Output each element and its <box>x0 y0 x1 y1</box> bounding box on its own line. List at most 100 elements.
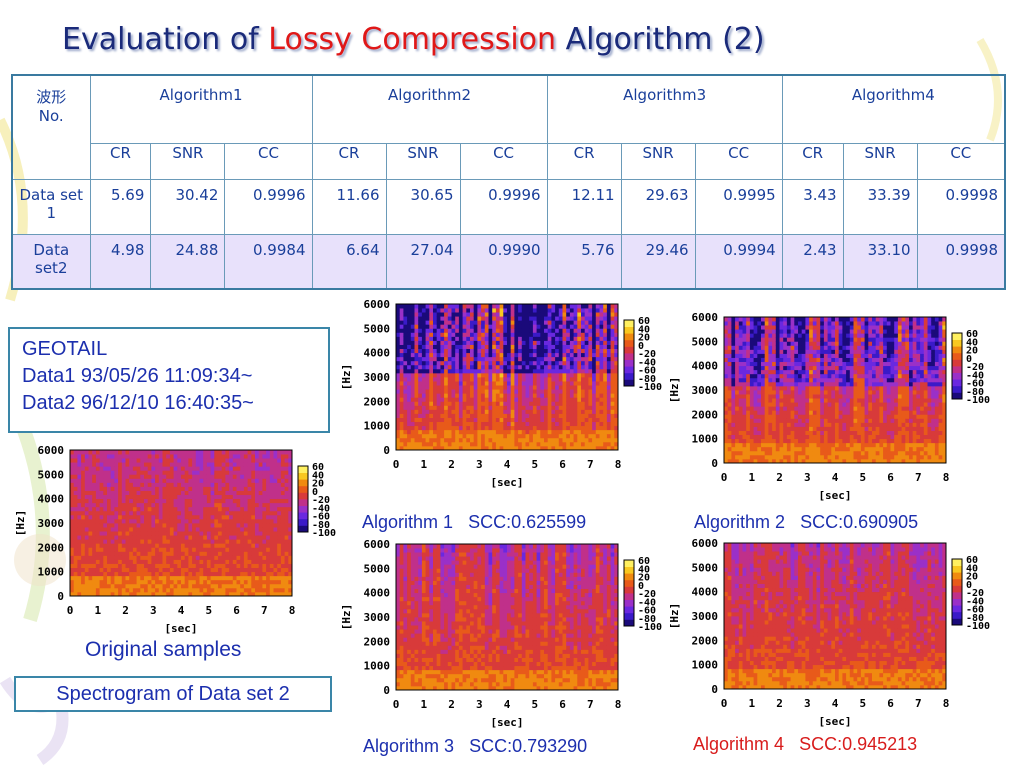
info-line: Data2 96/12/10 16:40:35~ <box>22 392 254 414</box>
spectrogram-algorithm2: 0 1000 2000 3000 4000 5000 6000 0 1 2 3 4 5 6 7 8 [Hz] [s… <box>668 309 1008 504</box>
spectrogram-svg: 0 1000 2000 3000 4000 5000 6000 0 1 2 3 4 5 6 7 8 [Hz] [s… <box>340 298 662 489</box>
x-tick-label: 4 <box>504 698 511 711</box>
colorbar-tick-label: -60 <box>312 512 330 523</box>
colorbar-tick-label: 40 <box>638 324 650 335</box>
x-tick-label: 4 <box>832 697 839 710</box>
x-tick-label: 5 <box>531 458 538 471</box>
algorithm3-label: Algorithm 3 <box>363 736 455 756</box>
x-tick-label: 1 <box>748 697 755 710</box>
colorbar-tick-label: 0 <box>966 580 972 591</box>
x-tick-label: 4 <box>504 458 511 471</box>
metric-header: CR <box>89 142 152 180</box>
table-cell: 30.65 <box>385 178 461 235</box>
algorithm2-caption: Algorithm 2 SCC:0.690905 <box>694 512 918 533</box>
title-prefix: Evaluation of <box>62 22 259 57</box>
y-tick-label: 2000 <box>364 635 391 648</box>
x-tick-label: 4 <box>832 471 839 484</box>
page-title: Evaluation of Lossy Compression Algorith… <box>62 22 765 57</box>
x-tick-label: 0 <box>721 697 728 710</box>
x-tick-label: 5 <box>531 698 538 711</box>
title-suffix: Algorithm (2) <box>565 22 765 57</box>
colorbar-tick-label: -100 <box>638 382 662 393</box>
colorbar-tick-label: -100 <box>966 621 990 632</box>
y-tick-label: 5000 <box>38 468 65 481</box>
table-cell: 0.9998 <box>916 233 1006 290</box>
x-tick-label: 0 <box>393 698 400 711</box>
colorbar-tick-label: -20 <box>966 362 984 373</box>
y-axis-label: [Hz] <box>14 510 27 537</box>
algorithm-header: Algorithm3 <box>546 74 783 144</box>
table-metric-row: CR SNR CC CR SNR CC CR SNR CC CR SNR CC <box>12 142 1006 180</box>
spectrogram-image <box>70 450 293 597</box>
algorithm1-caption: Algorithm 1 SCC:0.625599 <box>362 512 586 533</box>
x-tick-label: 6 <box>887 697 894 710</box>
x-tick-label: 7 <box>915 697 922 710</box>
y-tick-label: 3000 <box>364 611 391 624</box>
plot-frame <box>395 543 619 691</box>
y-tick-label: 4000 <box>364 347 391 360</box>
colorbar-tick-label: 60 <box>312 462 324 473</box>
algorithm3-scc: SCC:0.793290 <box>469 736 588 756</box>
corner-label-line1: 波形 <box>36 88 67 106</box>
colorbar-tick-label: -40 <box>638 597 656 608</box>
table-cell: 0.9990 <box>459 233 548 290</box>
y-tick-label: 5000 <box>692 335 719 348</box>
colorbar-tick-label: 40 <box>966 337 978 348</box>
x-tick-label: 5 <box>205 604 212 617</box>
table-cell: 33.39 <box>842 178 918 235</box>
colorbar-tick-label: 40 <box>312 470 324 481</box>
y-tick-label: 1000 <box>692 659 719 672</box>
x-tick-label: 7 <box>261 604 268 617</box>
table-row: Data set2 4.98 24.88 0.9984 6.64 27.04 0… <box>11 233 1006 290</box>
colorbar-tick-label: 40 <box>638 564 650 575</box>
y-tick-label: 3000 <box>692 610 719 623</box>
x-tick-label: 8 <box>289 604 296 617</box>
x-tick-label: 7 <box>915 471 922 484</box>
x-tick-label: 1 <box>420 698 427 711</box>
colorbar-tick-label: -80 <box>312 520 330 531</box>
y-tick-label: 2000 <box>692 408 719 421</box>
algorithm4-label: Algorithm 4 <box>693 734 785 754</box>
y-tick-label: 5000 <box>364 322 391 335</box>
colorbar-tick-label: -80 <box>966 613 984 624</box>
spectrogram-algorithm4: 0 1000 2000 3000 4000 5000 6000 0 1 2 3 4 5 6 7 8 [Hz] [s… <box>668 535 1008 730</box>
algorithm4-caption: Algorithm 4 SCC:0.945213 <box>693 734 917 755</box>
y-tick-label: 6000 <box>364 538 391 551</box>
table-header-row: 波形 No. Algorithm1 Algorithm2 Algorithm3 … <box>11 74 1006 180</box>
table-corner-cell: 波形 No. <box>11 74 91 180</box>
x-tick-label: 8 <box>943 697 950 710</box>
plot-frame <box>723 542 947 690</box>
colorbar-tick-label: -20 <box>966 588 984 599</box>
y-tick-label: 6000 <box>38 444 65 457</box>
table-cell: 24.88 <box>150 233 226 290</box>
y-tick-label: 4000 <box>38 493 65 506</box>
table-cell: 0.9998 <box>916 178 1006 235</box>
y-tick-label: 1000 <box>364 660 391 673</box>
colorbar-tick-label: 20 <box>966 346 978 357</box>
x-tick-label: 0 <box>393 458 400 471</box>
plot-frame <box>723 316 947 464</box>
y-tick-label: 0 <box>711 457 718 470</box>
table-cell: 33.10 <box>842 233 918 290</box>
algorithm1-scc: SCC:0.625599 <box>468 512 587 532</box>
table-cell: 29.46 <box>620 233 696 290</box>
table-cell: 0.9984 <box>224 233 313 290</box>
spectrogram-image <box>724 543 947 690</box>
y-tick-label: 2000 <box>38 541 65 554</box>
y-axis-label: [Hz] <box>340 364 353 391</box>
x-axis-label: [sec] <box>490 716 523 729</box>
colorbar-tick-label: 60 <box>638 316 650 327</box>
metric-header: CC <box>694 142 783 180</box>
info-line: GEOTAIL <box>22 338 108 360</box>
colorbar-tick-label: -60 <box>638 606 656 617</box>
table-cell: 2.43 <box>781 233 844 290</box>
y-tick-label: 6000 <box>692 311 719 324</box>
colorbar-tick-label: 40 <box>966 563 978 574</box>
spectrogram-svg: 0 1000 2000 3000 4000 5000 6000 0 1 2 3 4 5 6 7 8 [Hz] [s… <box>668 537 990 728</box>
colorbar-tick-label: 20 <box>312 479 324 490</box>
metric-header: CC <box>916 142 1006 180</box>
y-tick-label: 1000 <box>38 566 65 579</box>
table-cell: 3.43 <box>781 178 844 235</box>
x-tick-label: 1 <box>94 604 101 617</box>
spectrogram-svg: 0 1000 2000 3000 4000 5000 6000 0 1 2 3 4 5 6 7 8 [Hz] [s… <box>14 444 336 635</box>
